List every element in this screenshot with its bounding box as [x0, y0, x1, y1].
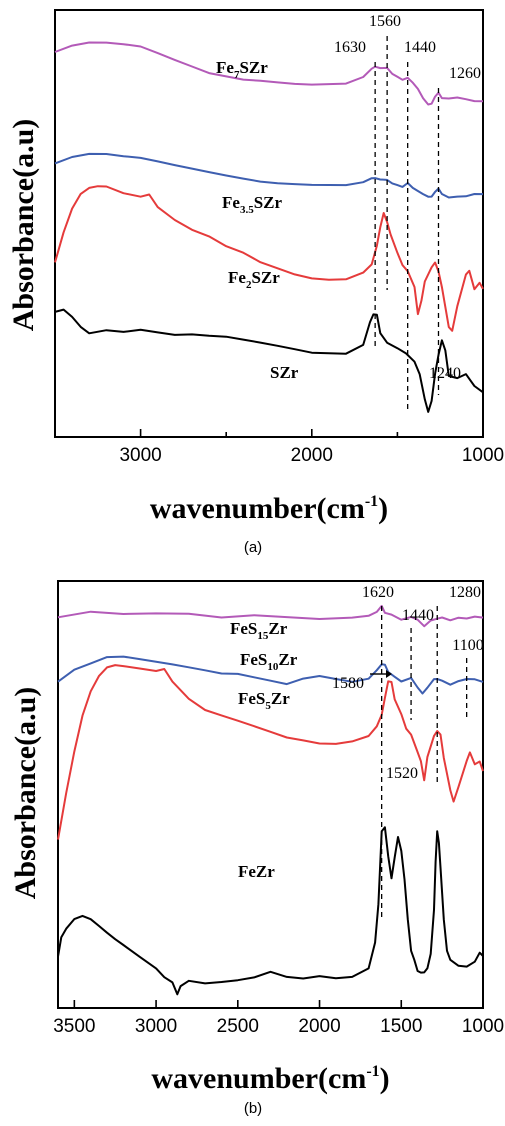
x-axis-label: wavenumber(cm-1)	[151, 1062, 389, 1095]
series-line-Fe7SZr	[54, 41, 484, 106]
panel-caption: (b)	[244, 1100, 262, 1117]
y-axis-label: Absorbance(a.u)	[9, 687, 42, 900]
series-label-SZr: SZr	[270, 363, 299, 382]
x-tick-label: 2000	[298, 1016, 340, 1037]
x-tick-label: 2000	[291, 445, 333, 466]
panel-caption: (a)	[244, 539, 262, 556]
series-line-FeZr	[57, 826, 484, 996]
x-tick-label: 3000	[135, 1016, 177, 1037]
peak-label-1520: 1520	[386, 765, 418, 782]
peak-arrow-head-1580	[386, 670, 392, 678]
series-label-FeS10Zr: FeS10Zr	[240, 650, 298, 673]
series-line-SZr	[54, 308, 484, 413]
y-axis-label: Absorbance(a.u)	[7, 119, 40, 332]
peak-label-1620: 1620	[362, 584, 394, 601]
x-tick-label: 3000	[119, 445, 161, 466]
peak-label-1440: 1440	[402, 607, 434, 624]
panel-a-chart: 3000 2000 1000 wavenumber(cm-1) Absorbance(a…	[7, 9, 504, 556]
x-axis-label: wavenumber(cm-1)	[150, 492, 388, 525]
x-tick-label: 1000	[462, 445, 504, 466]
series-label-FeS5Zr: FeS5Zr	[238, 689, 290, 712]
series-label-Fe3.5SZr: Fe3.5SZr	[222, 193, 282, 216]
peak-label-1260: 1260	[449, 65, 481, 82]
x-tick-label: 1000	[462, 1016, 504, 1037]
peak-label-1440: 1440	[404, 39, 436, 56]
peak-label-1100: 1100	[452, 637, 483, 654]
series-line-FeS5Zr	[57, 664, 484, 840]
peak-label-1280: 1280	[449, 584, 481, 601]
x-tick-label: 3500	[53, 1016, 95, 1037]
panel-b-chart: 3500 3000 2500 2000 1500 1000 wavenumber(cm-1)…	[9, 580, 504, 1117]
x-tick-label: 1500	[380, 1016, 422, 1037]
series-label-FeZr: FeZr	[238, 862, 275, 881]
series-label-FeS15Zr: FeS15Zr	[230, 619, 288, 642]
series-line-Fe3.5SZr	[54, 152, 484, 199]
peak-label-1580: 1580	[332, 675, 364, 692]
peak-label-1630: 1630	[334, 39, 366, 56]
series-line-FeS15Zr	[57, 604, 484, 628]
plot-frame	[57, 580, 484, 1009]
peak-label-1240: 1240	[429, 365, 461, 382]
series-line-Fe2SZr	[54, 185, 484, 332]
series-label-Fe7SZr: Fe7SZr	[216, 58, 268, 81]
peak-label-1560: 1560	[369, 13, 401, 30]
x-tick-label: 2500	[217, 1016, 259, 1037]
series-label-Fe2SZr: Fe2SZr	[228, 268, 280, 291]
plot-frame	[54, 9, 484, 438]
